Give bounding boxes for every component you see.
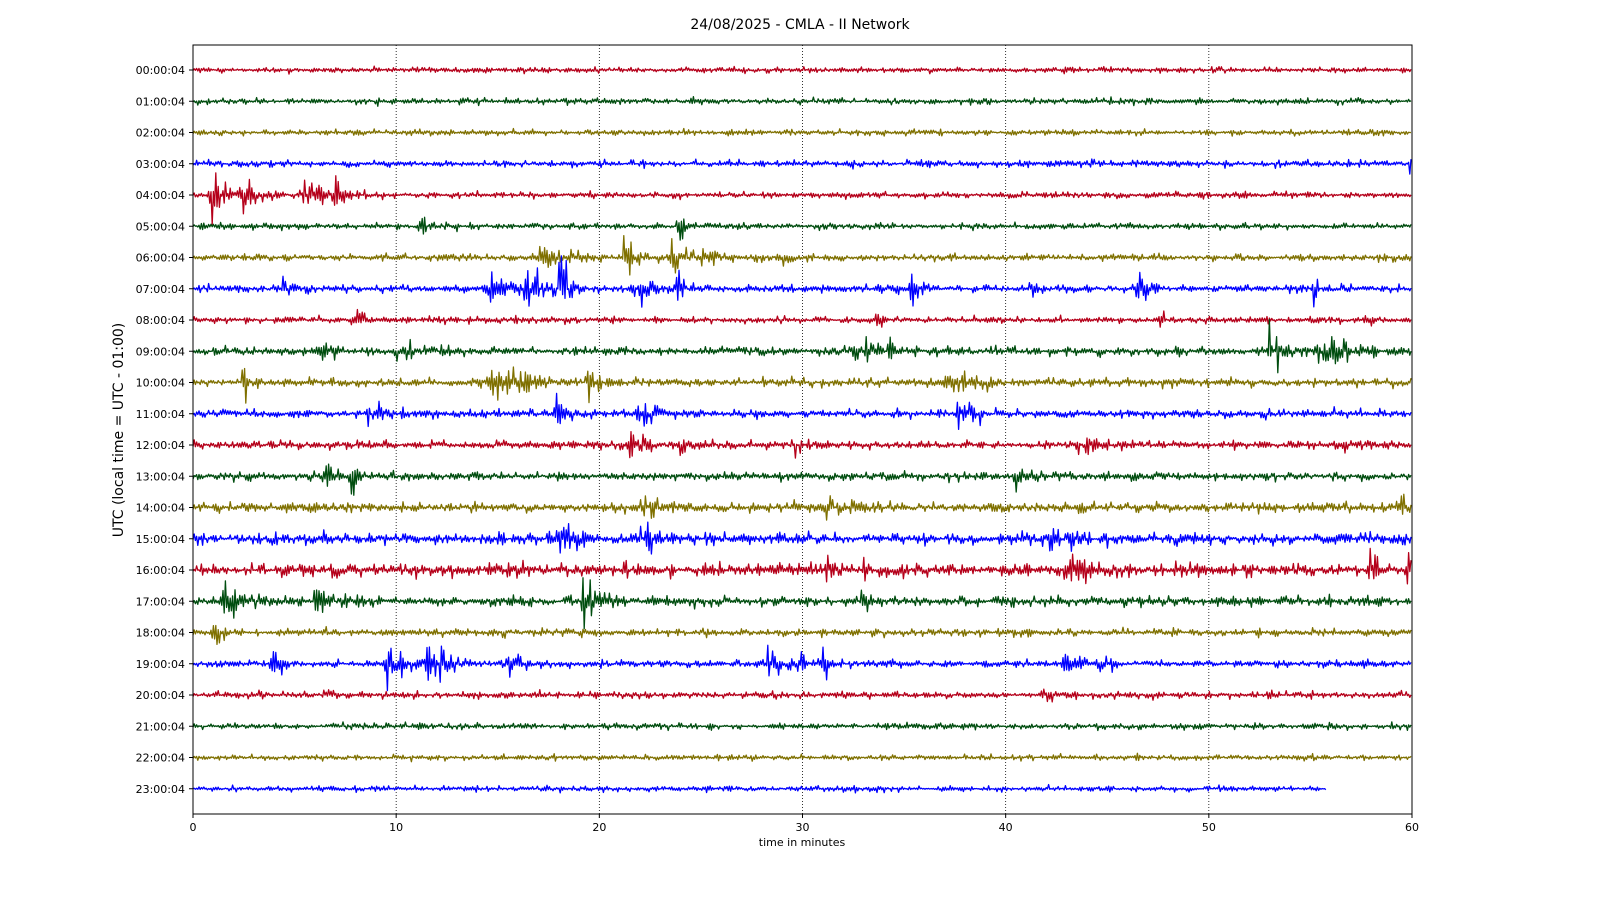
x-axis-label: time in minutes [759,836,846,849]
trace-line [192,783,1327,794]
y-tick-label: 21:00:04 [136,720,185,733]
y-tick-label: 22:00:04 [136,752,185,765]
y-tick-label: 05:00:04 [136,220,185,233]
y-tick-label: 12:00:04 [136,439,185,452]
trace-line [192,318,1412,374]
trace-line [192,431,1412,459]
x-tick-label: 20 [592,821,606,834]
y-tick-label: 20:00:04 [136,689,185,702]
trace-line [192,624,1412,646]
trace-line [192,366,1412,404]
y-tick-label: 19:00:04 [136,658,185,671]
trace-line [192,521,1412,555]
x-tick-label: 0 [190,821,197,834]
x-tick-label: 40 [999,821,1013,834]
y-tick-label: 11:00:04 [136,408,185,421]
trace-line [192,127,1412,137]
y-tick-labels: 00:00:04 01:00:04 02:00:04 03:00:04 04:00:04… [136,64,193,796]
trace-line [192,493,1412,521]
trace-line [192,65,1412,75]
y-tick-label: 01:00:04 [136,95,185,108]
x-tick-labels: 0 10 20 30 40 50 60 [190,814,1419,834]
y-tick-label: 04:00:04 [136,189,185,202]
trace-line [192,463,1412,496]
trace-line [192,308,1412,328]
y-tick-label: 14:00:04 [136,502,185,515]
trace-line [192,547,1412,585]
seismic-traces [192,65,1412,794]
trace-line [192,216,1412,241]
x-tick-label: 60 [1405,821,1419,834]
y-axis-label: UTC (local time = UTC - 01:00) [111,323,127,538]
trace-line [192,721,1412,732]
chart-title: 24/08/2025 - CMLA - II Network [690,17,910,33]
y-tick-label: 08:00:04 [136,314,185,327]
y-tick-label: 17:00:04 [136,595,185,608]
x-tick-label: 30 [796,821,810,834]
trace-line [192,644,1412,692]
trace-line [192,752,1412,763]
trace-line [192,577,1412,630]
trace-line [192,392,1412,431]
x-tick-label: 10 [389,821,403,834]
y-tick-label: 23:00:04 [136,783,185,796]
trace-line [192,255,1412,308]
y-tick-label: 07:00:04 [136,283,185,296]
y-tick-label: 02:00:04 [136,127,185,140]
trace-line [192,158,1412,175]
y-tick-label: 00:00:04 [136,64,185,77]
y-tick-label: 16:00:04 [136,564,185,577]
trace-line [192,95,1412,107]
y-tick-label: 09:00:04 [136,345,185,358]
x-tick-label: 50 [1202,821,1216,834]
y-tick-label: 13:00:04 [136,470,185,483]
trace-line [192,172,1412,226]
grid-lines [395,45,1210,814]
trace-line [192,688,1412,703]
trace-line [192,235,1412,276]
y-tick-label: 06:00:04 [136,252,185,265]
y-tick-label: 18:00:04 [136,627,185,640]
y-tick-label: 15:00:04 [136,533,185,546]
y-tick-label: 10:00:04 [136,377,185,390]
y-tick-label: 03:00:04 [136,158,185,171]
